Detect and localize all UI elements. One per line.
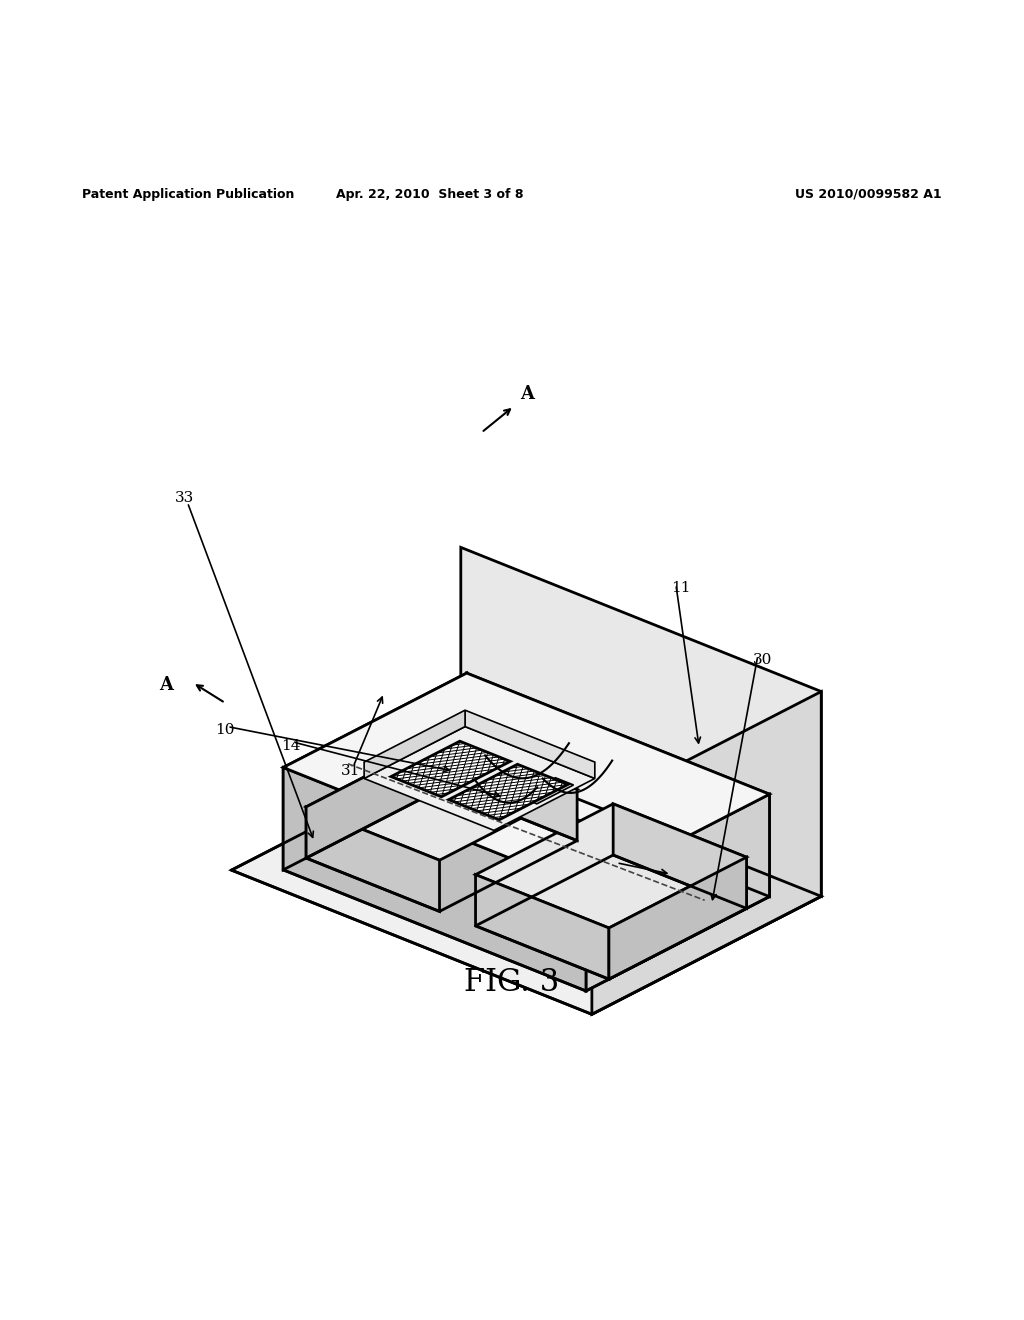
Text: 33: 33 bbox=[175, 491, 194, 506]
Polygon shape bbox=[465, 710, 595, 779]
Polygon shape bbox=[365, 710, 465, 779]
Polygon shape bbox=[443, 737, 578, 841]
Text: 14: 14 bbox=[281, 739, 301, 752]
Polygon shape bbox=[284, 767, 586, 991]
Text: 11: 11 bbox=[671, 581, 691, 595]
Polygon shape bbox=[609, 857, 746, 979]
Text: Apr. 22, 2010  Sheet 3 of 8: Apr. 22, 2010 Sheet 3 of 8 bbox=[336, 187, 524, 201]
Polygon shape bbox=[519, 777, 573, 804]
Text: A: A bbox=[159, 676, 173, 693]
Polygon shape bbox=[475, 875, 609, 979]
Polygon shape bbox=[306, 807, 439, 911]
Text: 30: 30 bbox=[754, 653, 772, 667]
Polygon shape bbox=[475, 804, 746, 928]
Polygon shape bbox=[467, 673, 769, 896]
Polygon shape bbox=[613, 804, 746, 908]
Polygon shape bbox=[306, 737, 578, 861]
Text: 32: 32 bbox=[607, 862, 626, 876]
Polygon shape bbox=[284, 673, 467, 870]
Polygon shape bbox=[391, 742, 510, 797]
Text: A: A bbox=[520, 384, 535, 403]
Text: FIG. 3: FIG. 3 bbox=[464, 968, 560, 998]
Polygon shape bbox=[231, 752, 821, 1014]
Polygon shape bbox=[365, 726, 595, 830]
Text: US 2010/0099582 A1: US 2010/0099582 A1 bbox=[796, 187, 942, 201]
Polygon shape bbox=[592, 692, 821, 1014]
Text: 31: 31 bbox=[341, 763, 359, 777]
Text: 10: 10 bbox=[215, 722, 236, 737]
Polygon shape bbox=[449, 764, 568, 820]
Polygon shape bbox=[306, 737, 443, 858]
Text: Patent Application Publication: Patent Application Publication bbox=[82, 187, 294, 201]
Polygon shape bbox=[586, 795, 769, 991]
Polygon shape bbox=[284, 673, 769, 888]
Polygon shape bbox=[461, 548, 821, 896]
